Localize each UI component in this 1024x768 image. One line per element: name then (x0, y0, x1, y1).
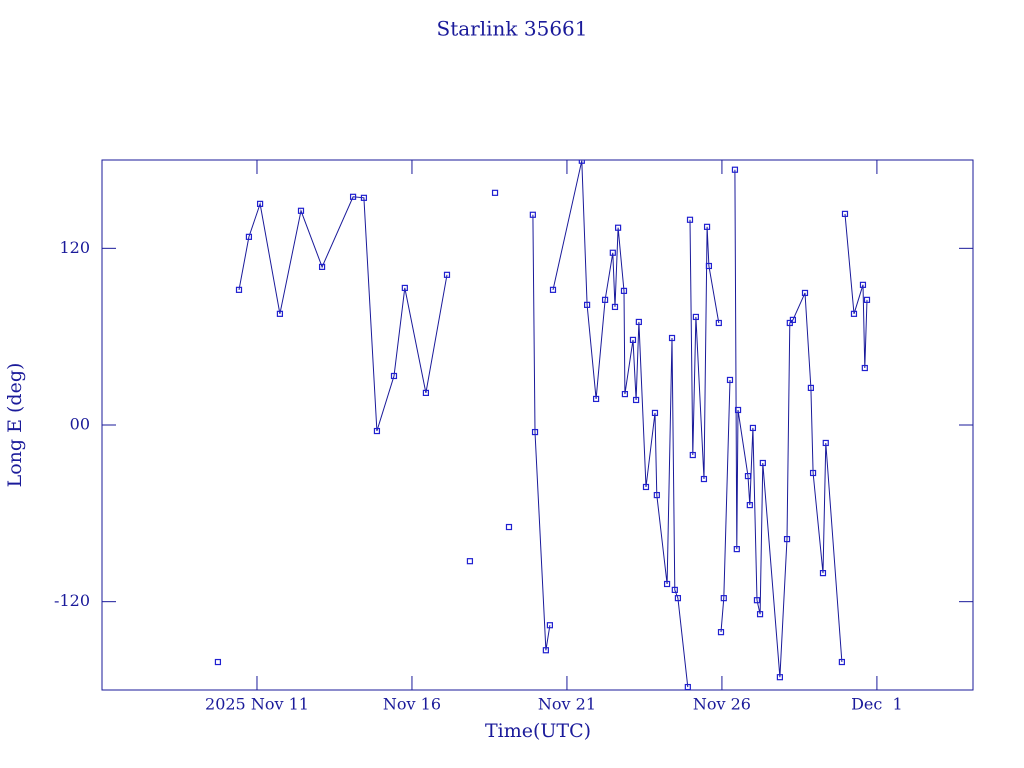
data-point (349, 193, 357, 200)
x-tick-label: Nov 21 (538, 695, 596, 714)
data-point (809, 469, 817, 477)
data-point (609, 249, 616, 256)
data-point (726, 376, 734, 384)
data-point (531, 428, 539, 436)
data-point (807, 384, 814, 391)
data-point (861, 364, 868, 372)
data-point (276, 310, 284, 317)
plot-frame (101, 159, 974, 691)
data-point (689, 451, 696, 459)
data-point (819, 570, 827, 577)
data-point (863, 296, 871, 303)
data-point (297, 207, 305, 214)
data-point (256, 200, 264, 207)
plot-area (214, 160, 871, 690)
data-point (749, 424, 757, 432)
data-point (466, 558, 474, 565)
data-point (717, 629, 725, 636)
data-point (674, 595, 682, 602)
data-point (583, 301, 591, 308)
data-point (401, 284, 408, 292)
data-point (801, 289, 809, 297)
data-point (373, 427, 381, 435)
x-axis-label: Time(UTC) (485, 720, 591, 742)
data-point (703, 223, 711, 230)
data-point (614, 224, 622, 231)
data-point (744, 472, 752, 480)
data-point (686, 216, 694, 223)
chart-title: Starlink 35661 (437, 17, 588, 41)
data-point (776, 674, 783, 681)
data-point (245, 233, 253, 240)
data-point (635, 318, 642, 326)
data-point (759, 459, 766, 467)
data-point (756, 611, 764, 618)
data-point (663, 580, 671, 588)
data-point (443, 271, 451, 278)
data-point (318, 263, 326, 270)
data-point (859, 281, 867, 288)
data-point (783, 535, 791, 543)
data-point (578, 160, 585, 164)
data-point (642, 483, 650, 491)
data-point (671, 586, 678, 593)
data-point (715, 319, 722, 327)
data-point (731, 166, 739, 173)
data-point (422, 389, 430, 397)
x-tick-label: Dec 1 (851, 695, 903, 714)
data-point (632, 396, 640, 404)
data-point (753, 597, 761, 604)
data-point (789, 316, 797, 323)
data-point (653, 491, 660, 499)
data-point (592, 395, 600, 403)
y-tick-label: -120 (54, 591, 90, 610)
data-point (705, 262, 713, 270)
data-point (720, 595, 727, 602)
data-point (692, 313, 699, 321)
data-point (841, 210, 849, 217)
data-point (601, 296, 609, 303)
data-point (651, 409, 659, 417)
x-tick-label: Nov 16 (383, 695, 441, 714)
y-tick-label: 00 (70, 415, 90, 434)
data-point (746, 501, 753, 509)
data-point (611, 303, 619, 311)
data-point (838, 658, 845, 666)
data-point (360, 194, 368, 201)
data-point (546, 622, 553, 629)
data-point (214, 658, 222, 666)
y-axis-label: Long E (deg) (4, 363, 26, 488)
x-tick-label: 2025 Nov 11 (205, 695, 309, 714)
data-point (668, 334, 676, 342)
data-point (734, 406, 742, 414)
data-point (850, 310, 858, 317)
data-point (700, 475, 708, 483)
data-point (684, 683, 691, 690)
data-point (733, 546, 740, 553)
data-point (491, 189, 499, 196)
data-point (549, 286, 557, 293)
y-tick-label: 120 (59, 238, 90, 257)
data-point (620, 287, 628, 294)
x-tick-label: Nov 26 (693, 695, 751, 714)
data-line (238, 160, 868, 688)
data-point (235, 286, 243, 293)
data-point (822, 439, 829, 447)
data-point (505, 523, 513, 531)
data-point (529, 211, 536, 218)
data-point (629, 336, 637, 344)
data-point (390, 372, 398, 380)
data-point (542, 647, 549, 654)
data-point (621, 390, 629, 398)
